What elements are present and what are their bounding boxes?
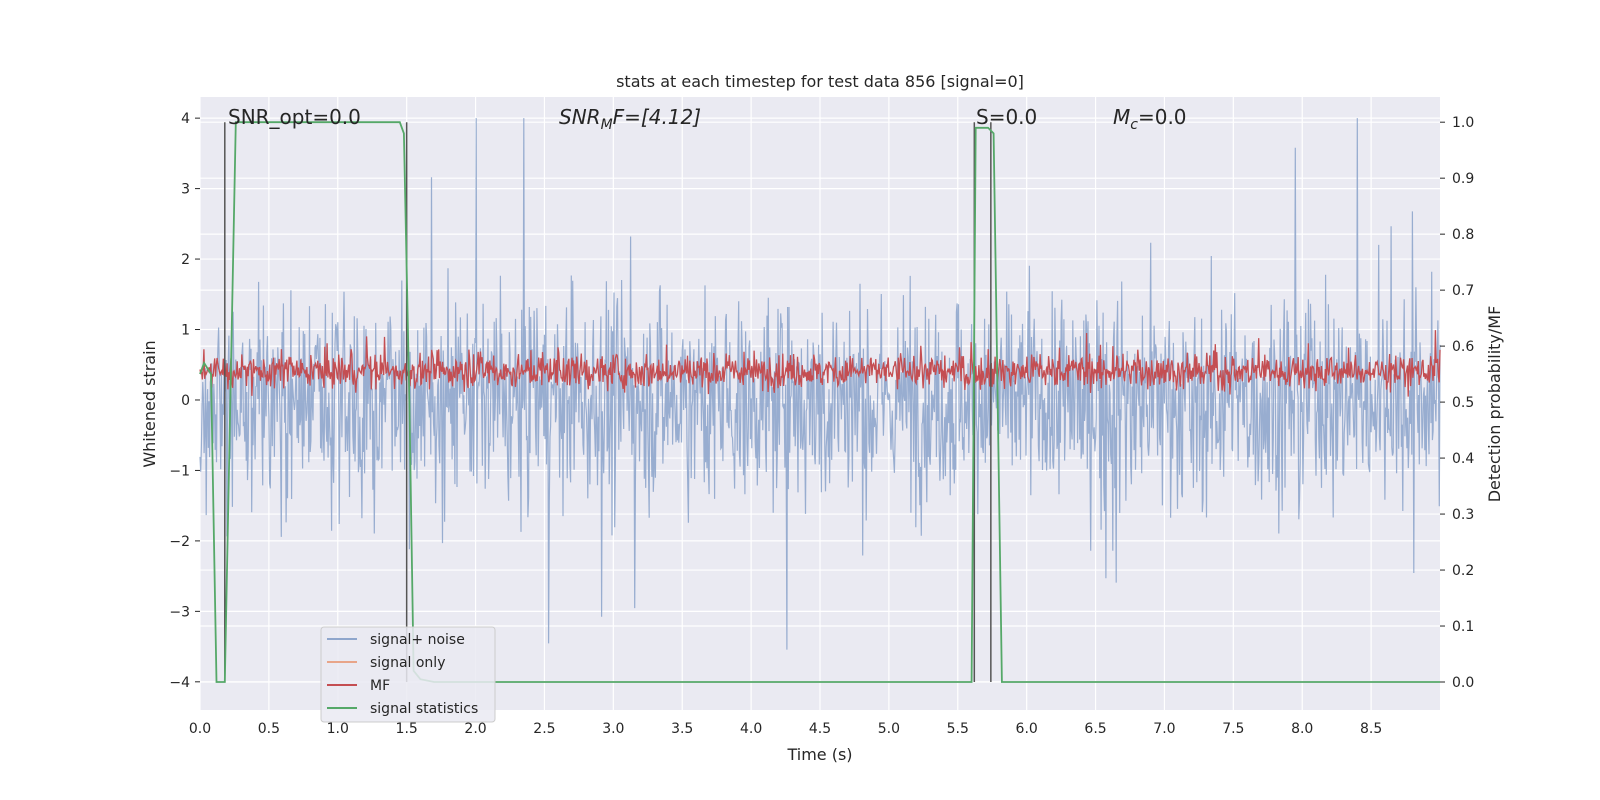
x-tick-label-4: 2.0 [464,721,486,737]
y-tick-label-2: −2 [169,534,190,550]
y-right-tick-label-3: 0.3 [1452,507,1474,523]
y-right-tick-label-0: 0.0 [1452,675,1474,691]
y-tick-label-3: −1 [169,463,190,479]
y-tick-label-6: 2 [181,252,190,268]
annotation-s: S=0.0 [976,105,1037,129]
x-tick-label-11: 5.5 [947,721,969,737]
x-tick-label-2: 1.0 [327,721,349,737]
y-tick-label-8: 4 [181,111,190,127]
annotation-snr-mf-suffix: F=[4.12] [613,105,701,129]
y-right-tick-label-2: 0.2 [1452,563,1474,579]
annotation-mc: Mc=0.0 [1113,105,1187,133]
x-tick-label-5: 2.5 [533,721,555,737]
y-tick-label-0: −4 [169,675,190,691]
x-tick-label-8: 4.0 [740,721,762,737]
legend-label-mf: MF [370,678,390,694]
x-tick-label-0: 0.0 [189,721,211,737]
y-tick-label-1: −3 [169,604,190,620]
y-tick-label-5: 1 [181,323,190,339]
y-right-tick-label-10: 1.0 [1452,115,1474,131]
y-right-tick-label-4: 0.4 [1452,451,1474,467]
annotation-snr-mf: SNRMF=[4.12] [559,105,701,133]
annotation-snr-opt: SNR_opt=0.0 [228,105,361,129]
x-axis-ticks: 0.0 0.5 1.0 1.5 2.0 2.5 3.0 3.5 4.0 4.5 5.0 5.5 6.0 6… [189,721,1382,737]
y-right-tick-label-9: 0.9 [1452,171,1474,187]
x-axis-label: Time (s) [786,745,852,764]
y-right-tick-label-6: 0.6 [1452,339,1474,355]
x-tick-label-9: 4.5 [809,721,831,737]
y-right-tick-label-7: 0.7 [1452,283,1474,299]
legend: signal+ noise signal only MF signal stat… [320,626,496,723]
x-tick-label-12: 6.0 [1016,721,1038,737]
x-tick-label-7: 3.5 [671,721,693,737]
y-right-axis-label: Detection probability/MF [1485,306,1504,503]
x-tick-label-15: 7.5 [1222,721,1244,737]
annotation-mc-suffix: =0.0 [1138,105,1187,129]
y-right-tick-label-5: 0.5 [1452,395,1474,411]
annotation-snr-mf-prefix: SNR [559,105,601,129]
x-tick-label-14: 7.0 [1153,721,1175,737]
chart-title: stats at each timestep for test data 856… [616,72,1024,91]
x-tick-label-16: 8.0 [1291,721,1313,737]
x-tick-label-1: 0.5 [258,721,280,737]
series-signal-statistics [199,121,1440,683]
y-right-tick-label-8: 0.8 [1452,227,1474,243]
x-tick-label-3: 1.5 [396,721,418,737]
annotation-mc-sub: c [1130,117,1138,133]
x-tick-label-10: 5.0 [878,721,900,737]
x-tick-label-17: 8.5 [1360,721,1382,737]
legend-label-signal-noise: signal+ noise [370,632,465,648]
legend-label-signal-statistics: signal statistics [370,701,478,717]
y-axis-label: Whitened strain [140,340,159,467]
x-tick-label-6: 3.0 [602,721,624,737]
x-tick-label-13: 6.5 [1084,721,1106,737]
annotation-snr-mf-sub: M [601,117,613,133]
y-axis-ticks: −4 −3 −2 −1 0 1 2 3 4 [169,111,200,691]
annotation-mc-prefix: M [1113,105,1130,129]
y-tick-label-7: 3 [181,182,190,198]
legend-box [320,626,496,723]
y-right-axis-ticks: 0.0 0.1 0.2 0.3 0.4 0.5 0.6 0.7 0.8 0.9 1.0 [1440,115,1474,691]
series-line-signal-statistics [199,121,1440,683]
y-right-tick-label-1: 0.1 [1452,619,1474,635]
legend-label-signal-only: signal only [370,655,445,671]
y-tick-label-4: 0 [181,393,190,409]
